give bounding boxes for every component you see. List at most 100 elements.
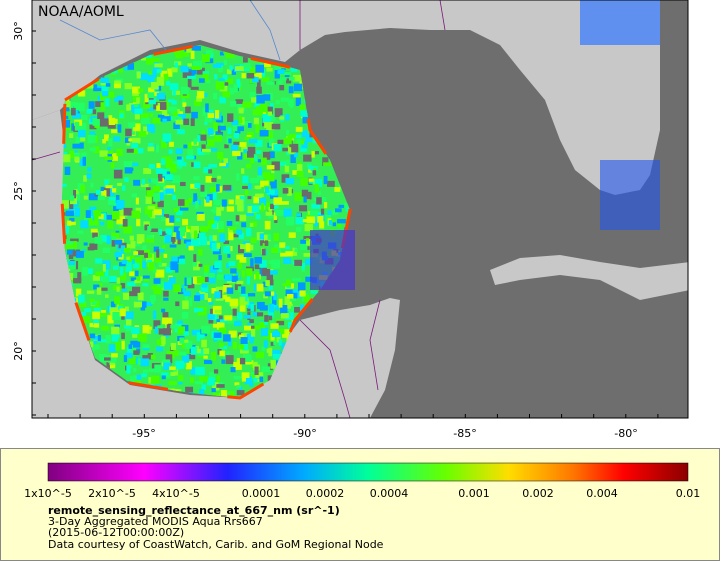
reflectance-pixel: [176, 256, 181, 263]
reflectance-pixel: [204, 199, 212, 207]
reflectance-pixel: [132, 137, 141, 144]
reflectance-pixel: [294, 306, 300, 313]
reflectance-pixel: [276, 333, 281, 343]
reflectance-pixel: [295, 126, 303, 132]
reflectance-pixel: [260, 327, 269, 337]
reflectance-pixel: [199, 236, 208, 246]
reflectance-pixel: [168, 381, 177, 386]
reflectance-pixel: [80, 114, 88, 121]
reflectance-pixel: [259, 259, 267, 268]
reflectance-pixel: [279, 85, 285, 91]
reflectance-pixel: [64, 166, 71, 175]
reflectance-pixel: [117, 68, 124, 73]
reflectance-pixel: [284, 296, 290, 305]
reflectance-pixel: [232, 308, 237, 316]
reflectance-pixel: [148, 368, 157, 372]
reflectance-pixel: [157, 325, 163, 329]
reflectance-pixel: [259, 130, 269, 137]
reflectance-pixel: [116, 95, 124, 101]
reflectance-pixel: [197, 276, 205, 284]
reflectance-pixel: [161, 142, 168, 149]
reflectance-pixel: [138, 130, 147, 137]
reflectance-pixel: [73, 189, 77, 199]
reflectance-pixel: [134, 112, 140, 120]
reflectance-pixel: [176, 156, 182, 160]
reflectance-pixel: [186, 241, 194, 249]
reflectance-pixel: [226, 220, 233, 226]
reflectance-pixel: [135, 207, 141, 213]
reflectance-pixel: [261, 248, 266, 256]
reflectance-pixel: [102, 260, 111, 270]
reflectance-pixel: [161, 109, 168, 115]
reflectance-pixel: [310, 179, 319, 185]
reflectance-pixel: [255, 378, 261, 382]
reflectance-pixel: [123, 207, 133, 216]
reflectance-pixel: [118, 209, 128, 217]
reflectance-pixel: [196, 96, 203, 102]
reflectance-pixel: [161, 375, 166, 380]
reflectance-pixel: [96, 287, 102, 295]
reflectance-pixel: [296, 170, 304, 178]
reflectance-pixel: [163, 73, 169, 81]
reflectance-pixel: [268, 260, 273, 264]
reflectance-pixel: [82, 156, 87, 166]
reflectance-pixel: [271, 123, 281, 130]
reflectance-pixel: [301, 263, 306, 270]
reflectance-pixel: [275, 210, 284, 216]
reflectance-pixel: [166, 81, 171, 86]
reflectance-pixel: [288, 232, 296, 238]
reflectance-pixel: [157, 172, 163, 182]
reflectance-pixel: [193, 138, 198, 145]
reflectance-pixel: [199, 226, 209, 232]
reflectance-pixel: [173, 284, 182, 293]
reflectance-pixel: [122, 219, 128, 227]
reflectance-pixel: [235, 215, 240, 222]
reflectance-pixel: [172, 88, 176, 96]
reflectance-pixel: [102, 247, 111, 254]
reflectance-pixel: [187, 63, 192, 67]
reflectance-pixel: [237, 286, 242, 292]
reflectance-pixel: [264, 291, 271, 297]
reflectance-pixel: [212, 323, 222, 328]
reflectance-pixel: [243, 120, 251, 126]
reflectance-pixel: [94, 216, 99, 226]
reflectance-pixel: [190, 346, 198, 355]
reflectance-pixel: [236, 280, 244, 285]
reflectance-pixel: [119, 262, 126, 267]
reflectance-pixel: [110, 301, 116, 310]
reflectance-pixel: [125, 266, 132, 273]
reflectance-pixel: [259, 197, 267, 206]
reflectance-pixel: [254, 256, 262, 264]
reflectance-pixel: [216, 242, 221, 249]
reflectance-pixel: [150, 210, 156, 219]
reflectance-pixel: [113, 169, 123, 179]
reflectance-pixel: [171, 160, 180, 166]
reflectance-pixel: [149, 113, 153, 117]
reflectance-pixel: [247, 244, 254, 251]
reflectance-pixel: [157, 200, 164, 208]
reflectance-pixel: [93, 146, 100, 154]
reflectance-pixel: [173, 207, 179, 213]
reflectance-pixel: [290, 297, 297, 301]
lon-label: -80°: [614, 427, 637, 440]
reflectance-pixel: [173, 368, 179, 376]
reflectance-pixel: [234, 382, 240, 386]
reflectance-pixel: [249, 382, 254, 387]
reflectance-pixel: [147, 74, 155, 83]
lat-label: 20°: [12, 341, 25, 361]
reflectance-pixel: [219, 319, 228, 323]
reflectance-pixel: [267, 337, 272, 341]
reflectance-pixel: [113, 118, 118, 124]
reflectance-pixel: [140, 358, 150, 367]
reflectance-pixel: [81, 152, 87, 159]
reflectance-pixel: [247, 146, 256, 154]
reflectance-pixel: [162, 118, 167, 123]
reflectance-pixel: [229, 87, 235, 95]
reflectance-pixel: [132, 330, 138, 338]
reflectance-pixel: [246, 275, 251, 285]
reflectance-pixel: [196, 308, 204, 312]
reflectance-pixel: [292, 170, 299, 175]
reflectance-pixel: [211, 177, 217, 182]
reflectance-pixel: [261, 366, 271, 372]
reflectance-pixel: [191, 237, 200, 247]
